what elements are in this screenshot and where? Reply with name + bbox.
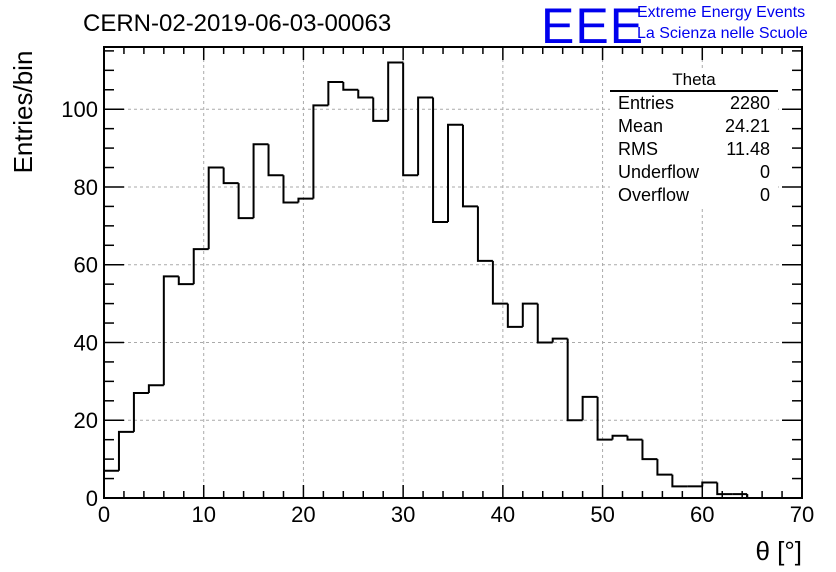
histogram-bin — [267, 144, 284, 177]
stats-label: Entries — [618, 93, 675, 113]
stats-label: Overflow — [618, 185, 690, 205]
histogram-bin — [342, 81, 359, 91]
stats-row-entries: Entries 2280 — [610, 92, 778, 115]
stats-row-rms: RMS 11.48 — [610, 138, 778, 161]
eee-logo: EEE — [541, 0, 645, 54]
chart-title: CERN-02-2019-06-03-00063 — [83, 10, 392, 37]
histogram-bin — [551, 337, 568, 343]
stats-value: 11.48 — [726, 139, 770, 159]
histogram-bin — [626, 435, 643, 441]
histogram-bin — [177, 276, 194, 286]
y-tick-label: 20 — [74, 408, 98, 433]
histogram-bin — [387, 61, 404, 121]
stats-value: 0 — [759, 162, 770, 182]
x-tick-label: 60 — [690, 502, 714, 527]
histogram-bin — [372, 97, 389, 122]
histogram-bin — [536, 303, 553, 344]
histogram-bin — [476, 206, 493, 262]
stats-row-mean: Mean 24.21 — [610, 115, 778, 138]
histogram-bin — [506, 303, 523, 328]
y-tick-label: 0 — [86, 486, 98, 511]
grid-lines — [104, 47, 802, 498]
x-axis-label: θ [°] — [755, 536, 802, 566]
stats-row-underflow: Underflow 0 — [610, 161, 778, 184]
histogram-bin — [132, 392, 149, 432]
tick-labels: 0 10 20 30 40 50 60 70 0 20 40 60 80 100 — [61, 97, 814, 527]
histogram-bin — [103, 469, 119, 498]
stats-label: Mean — [618, 116, 664, 136]
histogram-bin — [566, 338, 583, 422]
histogram-bin — [716, 482, 733, 496]
y-tick-label: 80 — [74, 175, 98, 200]
histogram-bin — [432, 97, 449, 223]
histogram-bin — [327, 80, 344, 106]
stats-row-overflow: Overflow 0 — [610, 184, 778, 207]
y-tick-label: 100 — [61, 97, 98, 122]
x-tick-label: 20 — [291, 502, 315, 527]
logo-line-1: Extreme Energy Events — [637, 4, 806, 21]
histogram-bin — [596, 396, 613, 441]
stats-value: 0 — [759, 185, 770, 205]
histogram-bin — [641, 439, 658, 461]
x-tick-label: 0 — [98, 502, 110, 527]
x-tick-label: 70 — [790, 502, 814, 527]
histogram-bin — [162, 275, 179, 386]
y-tick-label: 60 — [74, 253, 98, 278]
histogram-bin — [611, 434, 628, 440]
histogram-bin — [581, 395, 598, 421]
x-tick-label: 10 — [191, 502, 215, 527]
histogram-bin — [147, 384, 164, 394]
x-tick-label: 40 — [491, 502, 515, 527]
histogram-bin — [207, 166, 224, 250]
histogram-bin — [701, 481, 718, 487]
plot-frame — [103, 46, 803, 499]
y-axis-label: Entries/bin — [8, 51, 38, 174]
stats-value: 2280 — [729, 93, 770, 113]
histogram-bin — [237, 183, 254, 220]
histogram-bars — [103, 61, 763, 499]
histogram-bin — [417, 96, 434, 176]
y-tick-label: 40 — [74, 330, 98, 355]
stats-value: 24.21 — [724, 116, 770, 136]
axis-ticks — [103, 47, 803, 499]
histogram-bin — [357, 89, 374, 99]
x-tick-label: 30 — [391, 502, 415, 527]
histogram-bin — [312, 104, 329, 199]
stats-title: Theta — [610, 70, 778, 92]
histogram-bin — [656, 459, 673, 476]
histogram-bin — [252, 143, 269, 219]
histogram-bin — [491, 260, 508, 305]
histogram-bin — [447, 123, 463, 222]
histogram-bin — [671, 474, 688, 488]
histogram-bin — [297, 197, 314, 203]
histogram-bin — [222, 167, 239, 185]
plot-border — [103, 46, 803, 499]
stats-label: RMS — [618, 139, 658, 159]
x-tick-label: 50 — [590, 502, 614, 527]
histogram-bin — [521, 302, 538, 327]
histogram-bin — [402, 62, 419, 177]
histogram-bin — [117, 430, 134, 471]
stats-label: Underflow — [618, 162, 700, 182]
histogram-bin — [282, 175, 299, 204]
logo-line-2: La Scienza nelle Scuole — [637, 25, 808, 42]
histogram-bin — [192, 248, 209, 285]
stats-box: Theta Entries 2280 Mean 24.21 RMS 11.48 … — [610, 70, 778, 207]
histogram-bin — [461, 124, 478, 208]
